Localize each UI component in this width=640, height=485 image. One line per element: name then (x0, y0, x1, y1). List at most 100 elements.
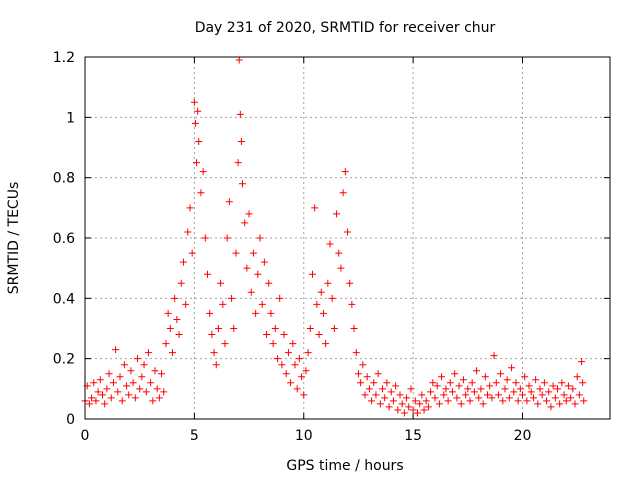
data-point (228, 294, 236, 302)
data-point (503, 376, 511, 384)
data-point (276, 294, 284, 302)
data-point (449, 388, 456, 396)
data-point (486, 382, 494, 390)
data-point (267, 309, 275, 317)
x-tick-label: 15 (404, 428, 422, 444)
data-point (293, 385, 301, 393)
data-point (396, 391, 404, 399)
data-point (247, 288, 255, 296)
data-point (333, 210, 341, 218)
y-tick-label: 0.2 (53, 352, 75, 368)
data-point (269, 340, 277, 348)
data-point (556, 400, 564, 408)
data-point (470, 388, 478, 396)
data-point (554, 385, 561, 393)
data-point (235, 56, 243, 64)
data-point (328, 294, 336, 302)
data-point (319, 309, 327, 317)
y-tick-label: 1.2 (53, 50, 75, 66)
data-point (462, 391, 470, 399)
data-point (547, 403, 555, 411)
data-point (151, 367, 159, 375)
y-tick-label: 0.4 (53, 291, 75, 307)
chart-title: Day 231 of 2020, SRMTID for receiver chu… (195, 20, 496, 36)
data-point (237, 137, 245, 145)
data-point (341, 168, 349, 176)
data-point (446, 379, 454, 387)
data-point (348, 300, 356, 308)
data-point (201, 234, 209, 242)
data-point (118, 397, 126, 405)
data-point (193, 159, 201, 167)
data-point (354, 370, 362, 378)
data-point (475, 394, 483, 402)
data-point (166, 325, 174, 332)
x-tick-label: 0 (81, 428, 90, 444)
data-point (403, 394, 411, 402)
data-point (536, 385, 544, 393)
data-point (129, 379, 137, 387)
data-point (459, 376, 467, 384)
data-point (579, 379, 587, 387)
data-point (142, 388, 150, 396)
data-point (560, 391, 568, 399)
data-point (311, 204, 319, 212)
data-point (245, 210, 253, 218)
data-point (433, 382, 441, 390)
data-point (558, 379, 566, 387)
data-point (274, 355, 281, 363)
data-point (420, 406, 428, 414)
data-point (376, 400, 384, 408)
data-point (525, 382, 533, 390)
data-point (501, 385, 509, 393)
data-point (158, 370, 166, 378)
data-point (409, 406, 417, 414)
data-point (451, 370, 459, 378)
data-point (116, 373, 124, 381)
data-point (322, 340, 330, 348)
data-point (289, 340, 297, 348)
y-tick-label: 0.8 (53, 171, 75, 187)
data-point (284, 349, 292, 357)
data-point (389, 397, 397, 405)
data-points (81, 56, 588, 417)
data-point (138, 373, 146, 381)
data-point (438, 373, 446, 381)
data-point (394, 406, 402, 414)
data-point (239, 180, 246, 188)
data-point (295, 355, 303, 363)
data-point (177, 279, 185, 287)
data-point (88, 394, 96, 402)
data-point (278, 361, 286, 369)
data-point (429, 379, 437, 387)
data-point (350, 325, 358, 332)
data-point (484, 391, 491, 399)
x-tick-label: 20 (514, 428, 532, 444)
data-point (540, 379, 548, 387)
data-point (545, 388, 553, 396)
data-point (418, 391, 426, 399)
data-point (306, 325, 314, 332)
data-point (249, 249, 257, 257)
data-point (424, 403, 432, 411)
data-point (444, 397, 452, 405)
data-point (125, 391, 133, 399)
data-point (90, 379, 98, 387)
data-point (194, 107, 202, 115)
data-point (455, 382, 463, 390)
data-point (411, 397, 419, 405)
data-point (567, 394, 575, 402)
data-point (564, 382, 572, 390)
data-point (155, 394, 163, 402)
data-point (136, 385, 144, 393)
data-point (206, 309, 214, 317)
data-point (221, 340, 229, 348)
data-point (464, 385, 472, 393)
data-point (569, 385, 577, 393)
data-point (435, 400, 443, 408)
data-point (543, 397, 551, 405)
data-point (523, 397, 531, 405)
data-point (529, 394, 537, 402)
data-point (344, 228, 351, 236)
